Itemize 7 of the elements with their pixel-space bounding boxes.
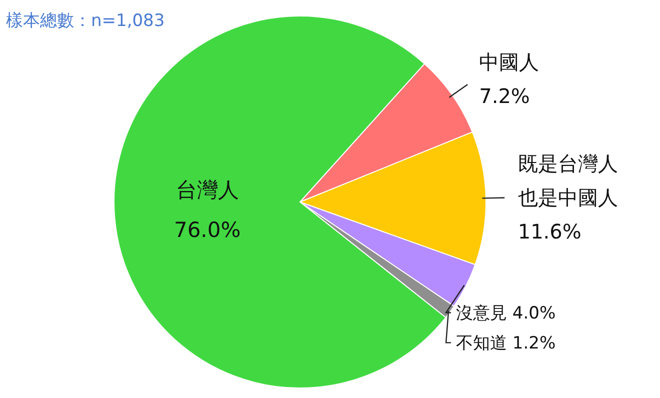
title: 樣本總數：n=1,083	[6, 11, 165, 31]
slice-label: 沒意見 4.0%	[456, 304, 556, 324]
data-label: 7.2%	[479, 84, 530, 108]
slice-label: 既是台灣人也是中國人	[518, 152, 618, 210]
data-label: 11.6%	[518, 220, 582, 244]
slice-label: 不知道 1.2%	[456, 334, 556, 354]
slice-label: 中國人	[479, 50, 540, 74]
